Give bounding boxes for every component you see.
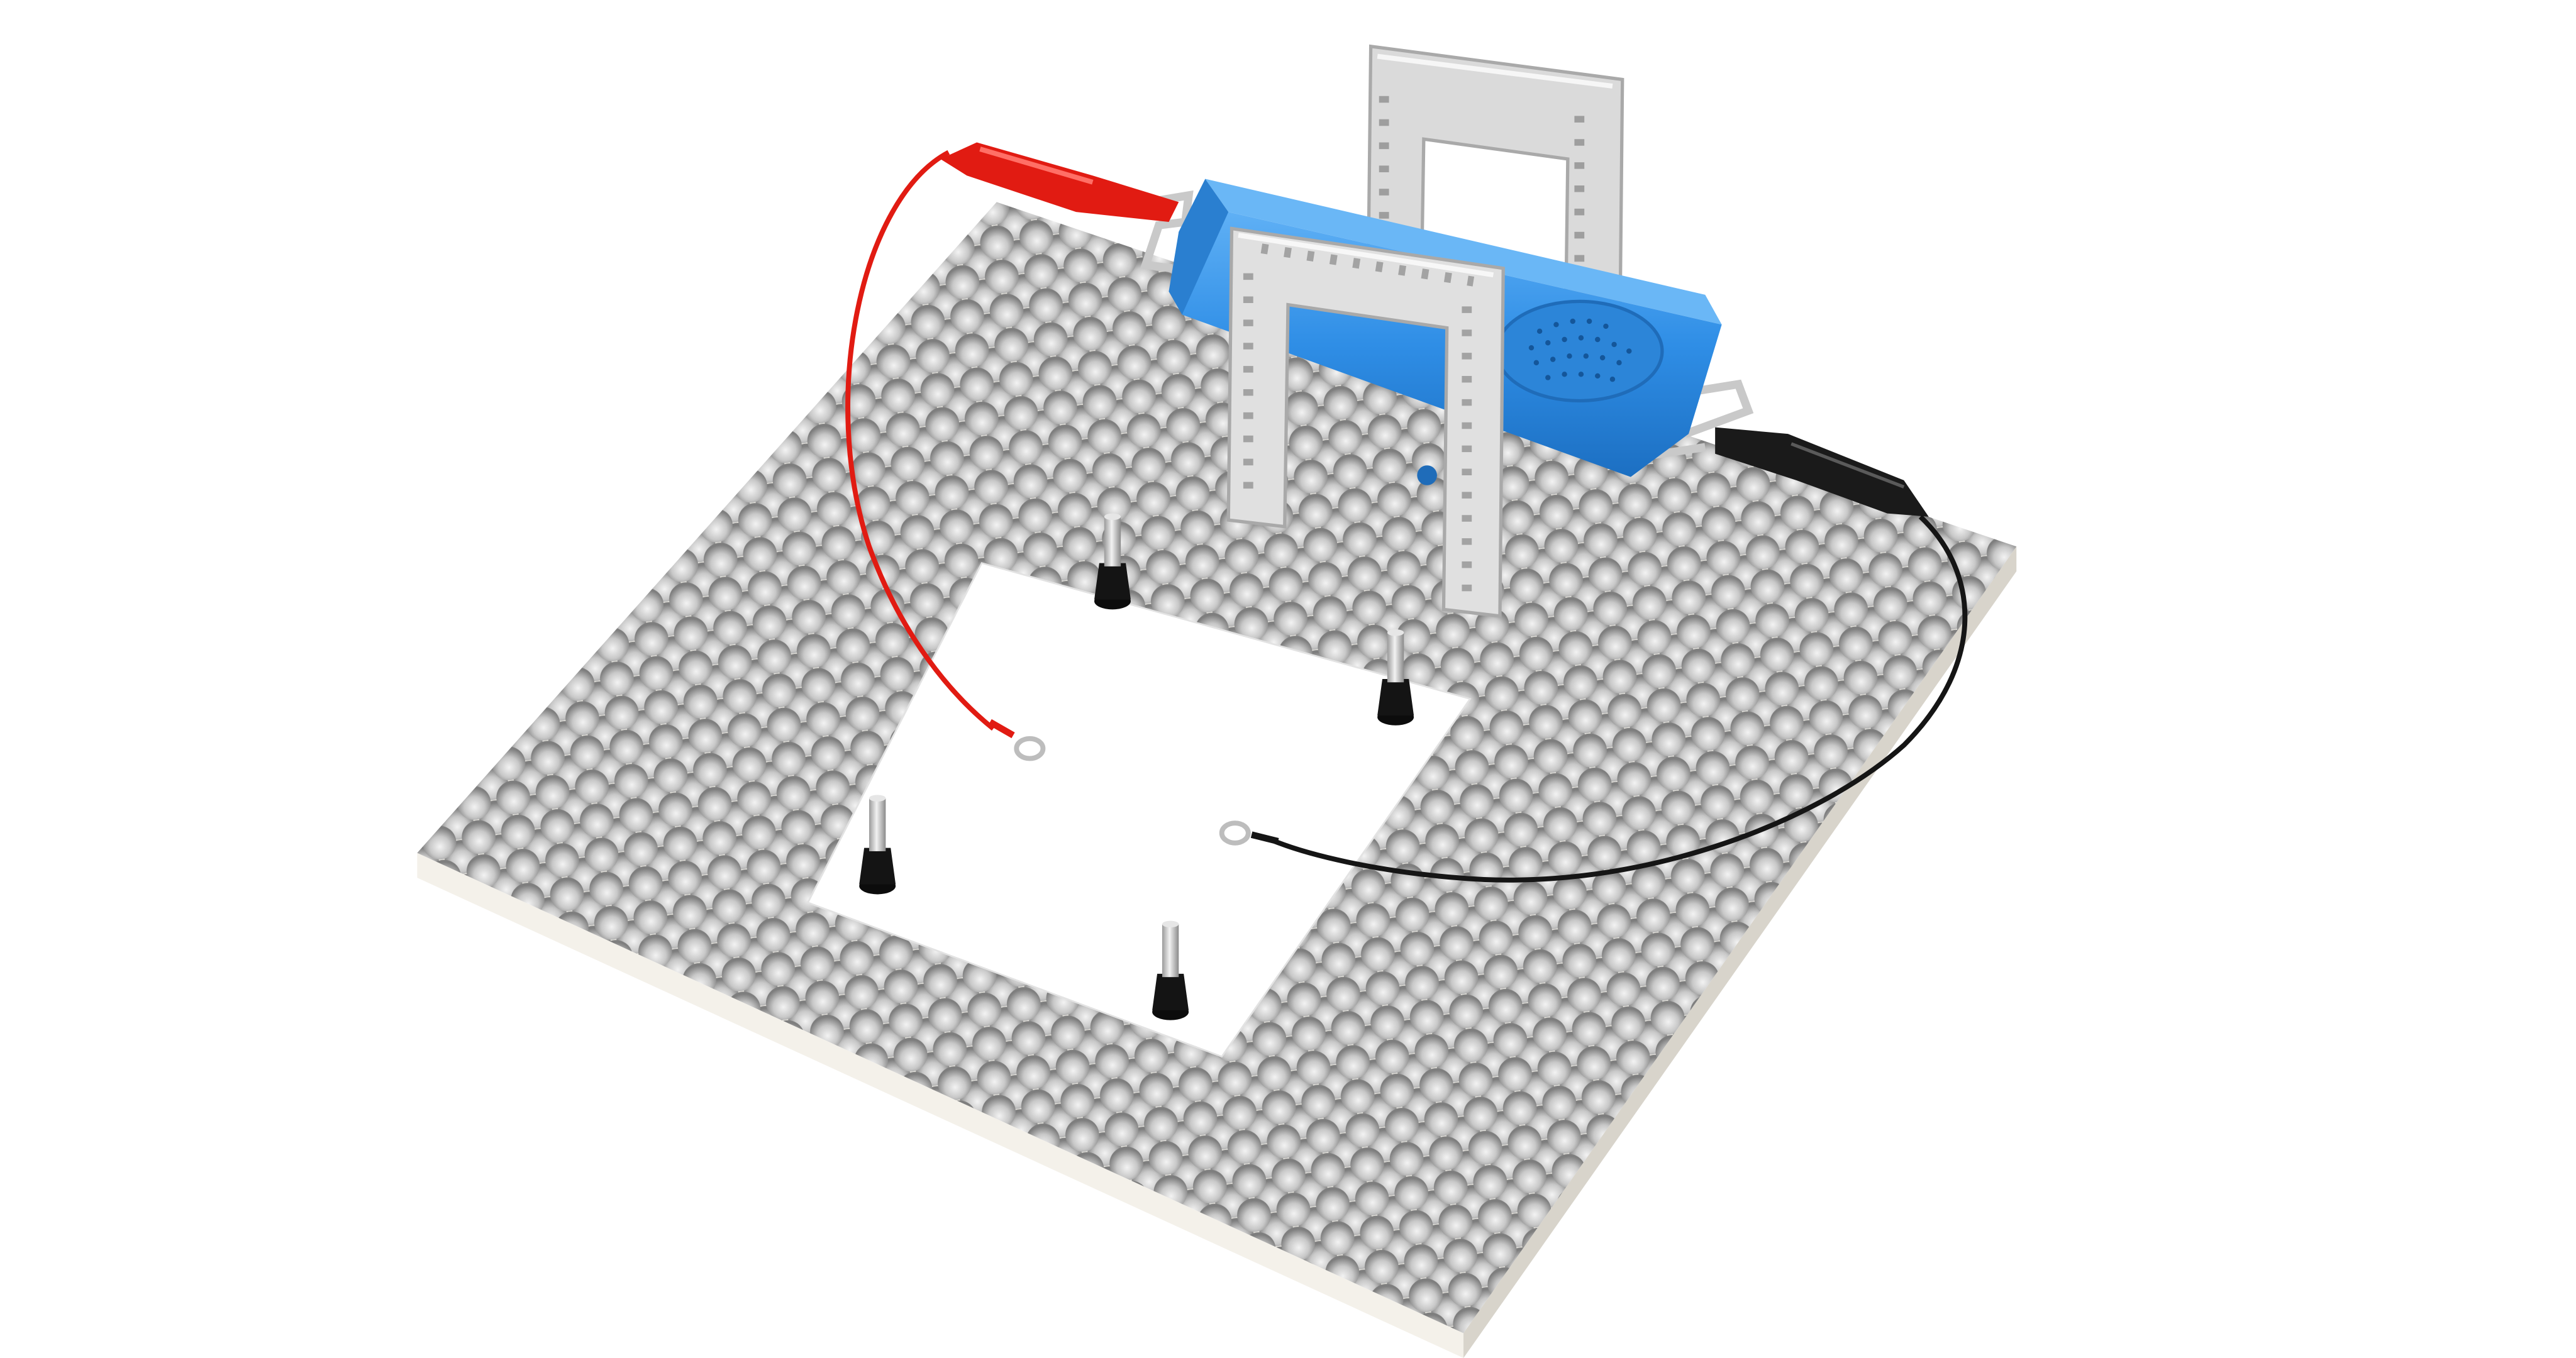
pegboard-front-edge: [417, 853, 1464, 1358]
black-ring-terminal: [1219, 820, 1251, 846]
paper-sheet: [806, 562, 1472, 1058]
red-alligator-clip-lead: [845, 142, 1179, 761]
peg: [1377, 629, 1414, 726]
black-alligator-clip-lead: [1219, 427, 1968, 883]
peg: [1094, 513, 1131, 610]
peg: [859, 795, 896, 895]
pegboard-side-edge: [1463, 546, 2017, 1358]
red-ring-terminal: [1014, 736, 1046, 761]
front-beam-frame: [1226, 226, 1505, 618]
speaker-grille-icon: [1495, 299, 1664, 403]
module-side: [1169, 179, 1229, 315]
speaker-grille-holes: [1528, 318, 1632, 382]
module-top: [1205, 179, 1722, 325]
peg: [1152, 920, 1189, 1020]
